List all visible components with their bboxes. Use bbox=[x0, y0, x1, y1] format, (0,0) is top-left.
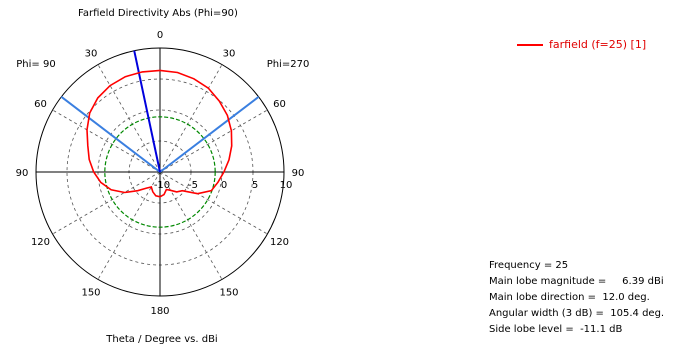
main-lobe-magnitude-text: Main lobe magnitude = 6.39 dBi bbox=[489, 276, 664, 287]
farfield-pattern-curve bbox=[86, 69, 233, 198]
radial-tick-label: 0 bbox=[221, 180, 227, 191]
beamwidth-line bbox=[159, 96, 260, 173]
angle-tick-label: 30 bbox=[223, 48, 236, 59]
grid-spoke bbox=[97, 64, 161, 173]
angle-tick-label: 180 bbox=[150, 306, 169, 317]
phi-right-label: Phi=270 bbox=[267, 59, 310, 70]
phi-left-label: Phi= 90 bbox=[16, 59, 55, 70]
main-lobe-direction-text: Main lobe direction = 12.0 deg. bbox=[489, 292, 650, 303]
angle-tick-label: 90 bbox=[292, 168, 305, 179]
grid-spoke bbox=[159, 64, 223, 173]
legend: farfield (f=25) [1] bbox=[517, 38, 646, 51]
chart-title: Farfield Directivity Abs (Phi=90) bbox=[78, 8, 238, 19]
x-axis-label: Theta / Degree vs. dBi bbox=[105, 334, 217, 345]
series-group bbox=[86, 69, 233, 198]
radial-tick-label: 10 bbox=[280, 180, 293, 191]
side-lobe-circle bbox=[104, 116, 216, 228]
grid-spoke bbox=[52, 171, 161, 235]
legend-label: farfield (f=25) [1] bbox=[549, 38, 647, 51]
angle-tick-label: 150 bbox=[219, 288, 238, 299]
radial-tick-label: 5 bbox=[252, 180, 258, 191]
angle-tick-label: 30 bbox=[85, 48, 98, 59]
tick-labels: 0 30 30 60 60 90 90 120 120 150 150 180 -10 -5 0 5 10 bbox=[16, 30, 305, 317]
grid-spoke bbox=[52, 109, 161, 173]
angle-tick-label: 60 bbox=[34, 99, 47, 110]
angle-tick-label: 90 bbox=[16, 168, 29, 179]
grid-spoke bbox=[159, 109, 268, 173]
angle-tick-label: 120 bbox=[31, 237, 50, 248]
angular-width-text: Angular width (3 dB) = 105.4 deg. bbox=[489, 308, 665, 319]
polar-grid bbox=[35, 47, 285, 297]
angle-tick-label: 120 bbox=[270, 237, 289, 248]
radial-tick-label: -5 bbox=[188, 180, 198, 191]
frequency-text: Frequency = 25 bbox=[489, 260, 569, 271]
grid-spoke bbox=[159, 171, 268, 235]
angle-tick-label: 0 bbox=[157, 30, 163, 41]
lobe-markers bbox=[60, 50, 260, 228]
results-summary: Frequency = 25 Main lobe magnitude = 6.3… bbox=[489, 258, 664, 338]
radial-tick-label: -10 bbox=[154, 180, 170, 191]
angle-tick-label: 60 bbox=[273, 99, 286, 110]
side-lobe-level-text: Side lobe level = -11.1 dB bbox=[489, 324, 623, 335]
main-lobe-direction-line bbox=[133, 50, 161, 173]
beamwidth-line bbox=[60, 96, 161, 173]
grid-spoke bbox=[97, 171, 161, 280]
legend-swatch bbox=[517, 43, 543, 46]
angle-tick-label: 150 bbox=[81, 288, 100, 299]
